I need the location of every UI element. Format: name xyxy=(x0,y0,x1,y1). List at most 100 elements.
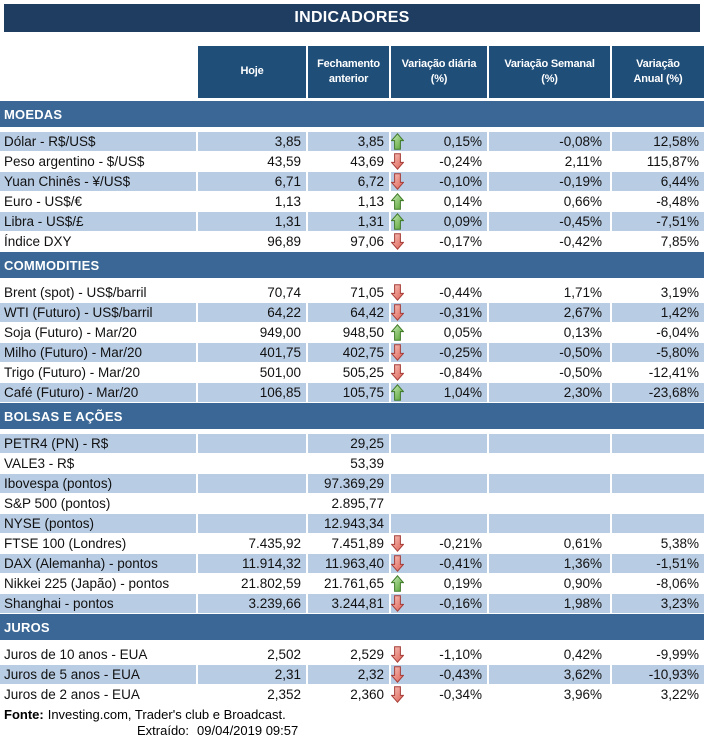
section-band-moedas: MOEDAS xyxy=(0,101,704,127)
cell-hoje: 21.802,59 xyxy=(240,576,301,591)
cell-hoje: 949,00 xyxy=(259,325,301,340)
cell-variacao-semanal: 3,96% xyxy=(563,687,602,702)
cell-fechamento-anterior: 53,39 xyxy=(350,456,384,471)
cell-variacao-diaria: 0,15% xyxy=(391,132,487,151)
row-label: Café (Futuro) - Mar/20 xyxy=(0,383,196,402)
table-row: Café (Futuro) - Mar/20 106,85 105,75 1,04% 2… xyxy=(0,383,704,402)
table-row: Nikkei 225 (Japão) - pontos 21.802,59 21.7… xyxy=(0,574,704,593)
cell-variacao-anual: -8,48% xyxy=(656,194,699,209)
variacao-diaria-value: 0,14% xyxy=(443,194,482,209)
cell-fechamento-anterior: 1,13 xyxy=(357,194,384,209)
row-label: Juros de 5 anos - EUA xyxy=(0,665,196,684)
variacao-diaria-value: 0,09% xyxy=(443,214,482,229)
cell-fechamento-anterior: 21.761,65 xyxy=(323,576,384,591)
cell-variacao-diaria: -0,84% xyxy=(391,363,487,382)
cell-variacao-diaria xyxy=(391,494,487,513)
cell-hoje: 1,31 xyxy=(198,212,306,231)
cell-hoje: 64,22 xyxy=(198,303,306,322)
cell-variacao-semanal: -0,50% xyxy=(559,365,602,380)
cell-hoje: 70,74 xyxy=(267,285,301,300)
row-label: Dólar - R$/US$ xyxy=(0,132,196,151)
column-header-variacao-diaria: Variação diária (%) xyxy=(391,46,487,98)
column-headers: Hoje Fechamento anterior Variação diária (… xyxy=(0,46,704,98)
table-row: S&P 500 (pontos) 2.895,77 xyxy=(0,494,704,513)
cell-hoje: 501,00 xyxy=(259,365,301,380)
cell-variacao-anual: -7,51% xyxy=(612,212,704,231)
cell-hoje: 6,71 xyxy=(198,172,306,191)
cell-hoje: 3.239,66 xyxy=(198,594,306,613)
column-header-hoje: Hoje xyxy=(198,46,306,98)
cell-variacao-diaria: -1,10% xyxy=(391,645,487,664)
cell-variacao-diaria: -0,31% xyxy=(391,303,487,322)
row-label: Milho (Futuro) - Mar/20 xyxy=(0,343,196,362)
row-label: Ibovespa (pontos) xyxy=(0,474,196,493)
cell-hoje: 2,31 xyxy=(198,665,306,684)
cell-variacao-semanal xyxy=(489,454,610,473)
arrow-down-icon xyxy=(391,304,406,322)
arrow-up-icon xyxy=(391,133,406,151)
cell-hoje xyxy=(198,514,306,533)
row-label: Juros de 10 anos - EUA xyxy=(4,647,148,662)
table-row: WTI (Futuro) - US$/barril 64,22 64,42 -0,31… xyxy=(0,303,704,322)
cell-variacao-anual: -23,68% xyxy=(612,383,704,402)
cell-variacao-semanal: 0,13% xyxy=(563,325,602,340)
extracted-value: 09/04/2019 09:57 xyxy=(197,723,299,738)
cell-variacao-semanal: 1,36% xyxy=(489,554,610,573)
cell-fechamento-anterior: 64,42 xyxy=(308,303,389,322)
row-label: Índice DXY xyxy=(4,234,72,249)
arrow-up-icon xyxy=(391,384,406,402)
cell-variacao-semanal: 2,11% xyxy=(564,154,602,169)
cell-variacao-anual: 5,38% xyxy=(660,536,699,551)
row-label: PETR4 (PN) - R$ xyxy=(0,434,196,453)
cell-variacao-semanal xyxy=(489,494,610,513)
arrow-down-icon xyxy=(391,364,406,382)
cell-variacao-diaria xyxy=(391,514,487,533)
row-label: Libra - US$/£ xyxy=(0,212,196,231)
table-row: Índice DXY 96,89 97,06 -0,17% -0,42% 7,85% xyxy=(0,232,704,251)
table-row: Libra - US$/£ 1,31 1,31 0,09% -0,45% -7,51% xyxy=(0,212,704,231)
arrow-down-icon xyxy=(391,595,406,613)
cell-variacao-diaria: 0,14% xyxy=(391,192,487,211)
cell-variacao-diaria: -0,21% xyxy=(391,534,487,553)
row-label: Shanghai - pontos xyxy=(0,594,196,613)
cell-fechamento-anterior: 105,75 xyxy=(308,383,389,402)
cell-variacao-diaria xyxy=(391,454,487,473)
cell-variacao-anual: -5,80% xyxy=(612,343,704,362)
cell-variacao-diaria: -0,16% xyxy=(391,594,487,613)
table-row: NYSE (pontos) 12.943,34 xyxy=(0,514,704,533)
row-label: Brent (spot) - US$/barril xyxy=(4,285,147,300)
row-label: NYSE (pontos) xyxy=(0,514,196,533)
cell-fechamento-anterior: 71,05 xyxy=(350,285,384,300)
row-label: Soja (Futuro) - Mar/20 xyxy=(4,325,137,340)
table-row: Peso argentino - $/US$ 43,59 43,69 -0,24% 2,… xyxy=(0,152,704,171)
arrow-down-icon xyxy=(391,666,406,684)
cell-fechamento-anterior: 2,360 xyxy=(350,687,384,702)
cell-variacao-semanal: 0,66% xyxy=(563,194,602,209)
table-row: Soja (Futuro) - Mar/20 949,00 948,50 0,05% 0… xyxy=(0,323,704,342)
cell-variacao-anual: -12,41% xyxy=(648,365,699,380)
variacao-diaria-value: -0,21% xyxy=(439,536,482,551)
table-row: Milho (Futuro) - Mar/20 401,75 402,75 -0,25… xyxy=(0,343,704,362)
cell-variacao-anual: -1,51% xyxy=(612,554,704,573)
row-label: WTI (Futuro) - US$/barril xyxy=(0,303,196,322)
cell-variacao-semanal: 0,90% xyxy=(563,576,602,591)
header-spacer xyxy=(0,46,196,98)
source-label: Fonte: xyxy=(4,707,44,722)
cell-variacao-semanal: -0,45% xyxy=(489,212,610,231)
cell-variacao-semanal: 1,71% xyxy=(563,285,602,300)
row-label: Peso argentino - $/US$ xyxy=(4,154,145,169)
table-row: Trigo (Futuro) - Mar/20 501,00 505,25 -0,84… xyxy=(0,363,704,382)
cell-hoje: 11.914,32 xyxy=(198,554,306,573)
cell-hoje: 7.435,92 xyxy=(248,536,301,551)
cell-variacao-diaria: 0,05% xyxy=(391,323,487,342)
table-row: Juros de 5 anos - EUA 2,31 2,32 -0,43% 3,62%… xyxy=(0,665,704,684)
cell-variacao-semanal xyxy=(489,514,610,533)
source-text: Investing.com, Trader's club e Broadcast… xyxy=(47,707,286,722)
arrow-down-icon xyxy=(391,535,406,553)
row-label: Juros de 2 anos - EUA xyxy=(4,687,140,702)
cell-fechamento-anterior: 12.943,34 xyxy=(308,514,389,533)
table-row: Brent (spot) - US$/barril 70,74 71,05 -0,44… xyxy=(0,283,704,302)
cell-variacao-diaria: -0,17% xyxy=(391,232,487,251)
cell-variacao-semanal: -0,19% xyxy=(489,172,610,191)
arrow-slot-empty xyxy=(391,515,406,533)
